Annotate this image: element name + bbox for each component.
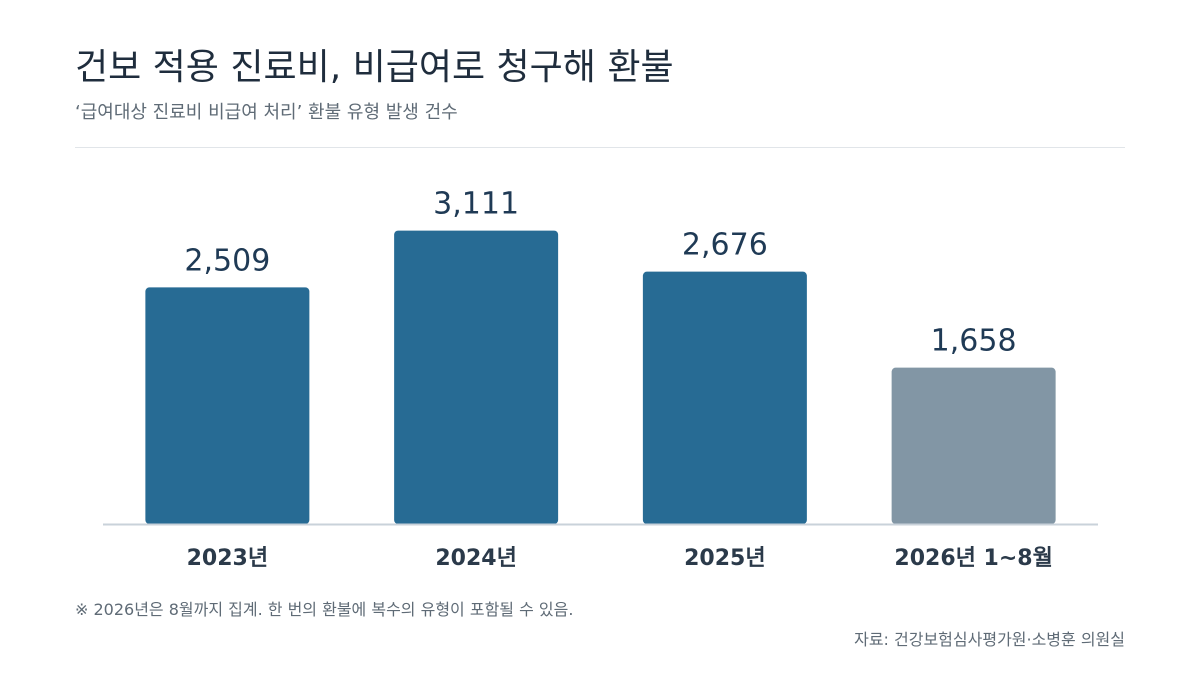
bar-3 [891,367,1056,524]
bars-group [145,230,1056,525]
value-labels-group: 2,509 3,111 2,676 1,658 [184,187,1016,359]
chart-title: 건보 적용 진료비, 비급여로 청구해 환불 [75,47,674,88]
source-credit: 자료: 건강보험심사평가원·소병훈 의원실 [854,630,1125,649]
header-divider [75,147,1125,148]
category-label-3: 2026년 1~8월 [894,546,1052,571]
value-label-1: 3,111 [433,187,519,222]
category-label-0: 2023년 [187,546,268,571]
category-label-1: 2024년 [435,546,516,571]
value-label-2: 2,676 [682,228,768,263]
value-label-0: 2,509 [184,243,270,278]
bar-1 [394,230,559,525]
category-labels-group: 2023년 2024년 2025년 2026년 1~8월 [187,546,1053,571]
bar-0 [145,287,310,524]
chart-subtitle: ‘급여대상 진료비 비급여 처리’ 환불 유형 발생 건수 [75,102,458,123]
value-label-3: 1,658 [931,324,1017,359]
footnote: ※ 2026년은 8월까지 집계. 한 번의 환불에 복수의 유형이 포함될 수… [75,600,574,619]
bar-2 [642,271,807,524]
category-label-2: 2025년 [684,546,765,571]
